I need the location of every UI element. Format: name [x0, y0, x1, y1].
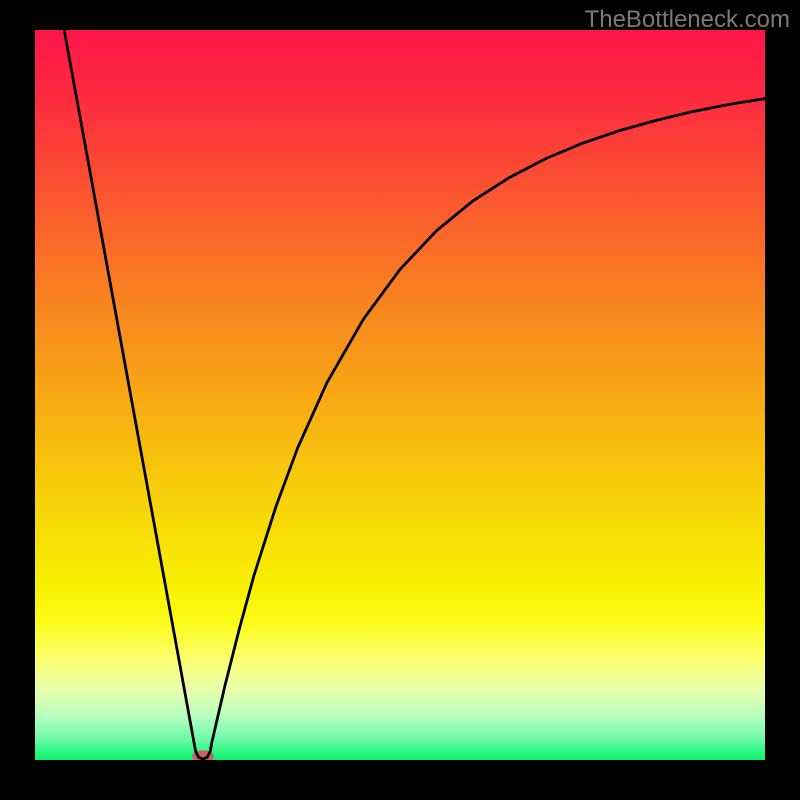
- bottleneck-chart: [35, 30, 765, 760]
- chart-background: [35, 30, 765, 760]
- watermark-text: TheBottleneck.com: [585, 6, 790, 34]
- chart-svg: [35, 30, 765, 760]
- chart-container: TheBottleneck.com: [0, 0, 800, 800]
